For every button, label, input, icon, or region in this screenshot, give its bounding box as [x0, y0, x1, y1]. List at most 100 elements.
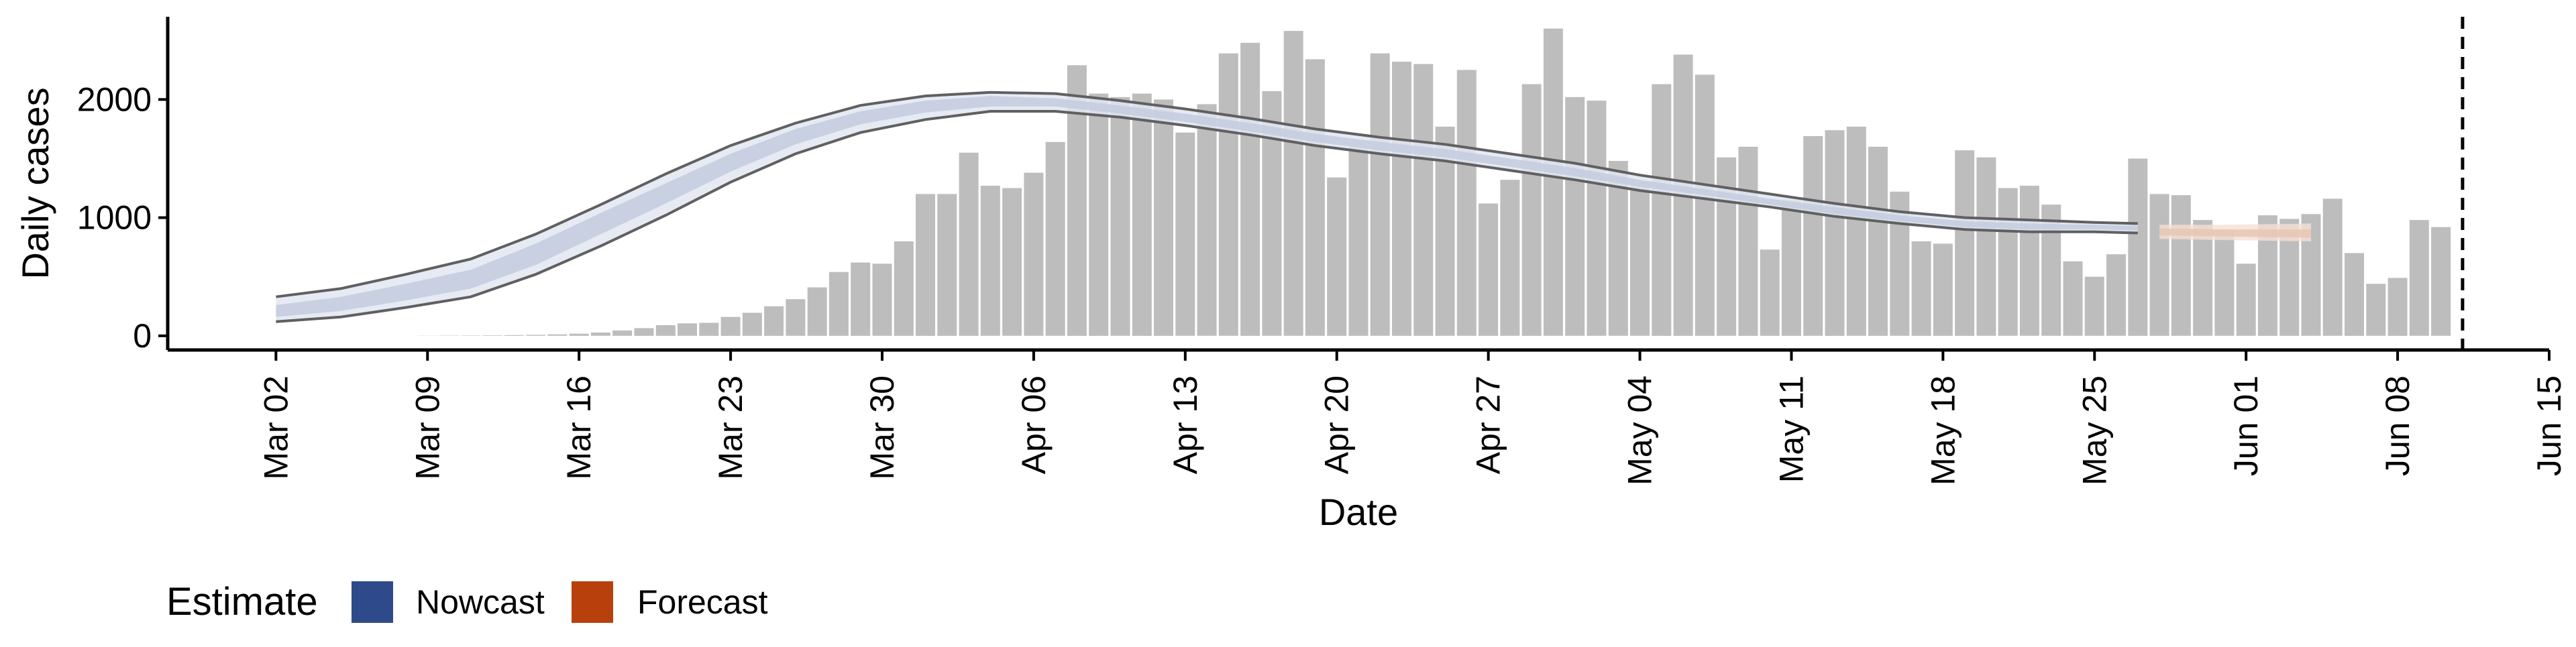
y-tick-label: 2000: [77, 80, 152, 118]
case-bar: [1002, 188, 1022, 336]
case-bar: [1803, 136, 1823, 336]
case-bar: [678, 323, 697, 336]
case-bar: [2063, 261, 2083, 336]
case-bar: [873, 263, 892, 336]
x-tick-label: Mar 09: [409, 375, 446, 480]
x-tick-label: Apr 13: [1167, 375, 1204, 474]
case-bar: [2085, 277, 2104, 336]
case-bar: [2410, 220, 2429, 336]
case-bar: [461, 335, 480, 336]
case-bar: [1175, 133, 1195, 336]
case-bar: [829, 272, 849, 336]
case-bar: [981, 186, 1000, 336]
case-bar: [1132, 94, 1152, 336]
x-tick-label: Mar 02: [257, 375, 294, 480]
case-bar: [591, 333, 610, 336]
x-tick-label: Mar 23: [712, 375, 749, 480]
x-tick-label: Apr 06: [1015, 375, 1053, 474]
case-bar: [1500, 180, 1519, 336]
case-bar: [959, 153, 979, 336]
case-bar: [2150, 194, 2169, 336]
case-bar: [1955, 150, 1974, 336]
x-tick-label: May 04: [1621, 375, 1659, 485]
legend-swatch-forecast: [572, 581, 613, 623]
case-bar: [1327, 178, 1346, 336]
legend-label-forecast: Forecast: [637, 583, 768, 621]
case-bar: [2020, 186, 2039, 336]
case-bar: [721, 317, 741, 336]
case-bar: [1565, 97, 1585, 336]
case-bar: [1371, 54, 1390, 336]
case-bar: [1782, 200, 1801, 336]
case-bar: [699, 323, 718, 336]
case-bar: [504, 335, 524, 336]
case-bar: [1154, 99, 1173, 336]
case-bar: [1046, 142, 1065, 336]
case-bar: [1457, 70, 1477, 336]
case-bar: [2431, 227, 2451, 336]
case-bar: [937, 194, 957, 336]
case-bar: [851, 263, 870, 336]
case-bar: [1760, 249, 1780, 336]
case-bar: [2323, 198, 2343, 335]
case-bar: [2171, 195, 2191, 336]
case-bar: [1976, 158, 1996, 336]
x-tick-label: May 18: [1924, 375, 1962, 485]
case-bar: [612, 331, 632, 336]
case-bar: [764, 306, 784, 336]
case-bar: [1933, 243, 1953, 336]
case-bar: [2128, 159, 2147, 336]
y-tick-label: 1000: [77, 199, 152, 237]
case-bar: [1219, 54, 1238, 336]
case-bar: [483, 335, 502, 336]
case-bar: [1111, 97, 1130, 336]
case-bar: [1998, 188, 2018, 336]
case-bar: [1847, 127, 1866, 336]
case-bar: [1717, 158, 1736, 336]
y-axis-ticks: 0 1000 2000: [77, 80, 168, 354]
case-bar: [2345, 253, 2364, 336]
case-bar: [2237, 263, 2256, 336]
case-bar: [1912, 241, 1931, 336]
case-bar: [916, 194, 935, 336]
legend-swatch-nowcast: [352, 581, 393, 623]
case-bar: [1738, 147, 1758, 336]
y-tick-label: 0: [133, 317, 152, 355]
x-tick-label: Apr 20: [1318, 375, 1356, 474]
x-tick-label: May 25: [2076, 375, 2113, 485]
y-axis-title: Daily cases: [14, 87, 56, 279]
case-bar: [1652, 84, 1671, 336]
case-bar: [2366, 284, 2385, 336]
case-bar: [1544, 29, 1563, 336]
case-bar: [1089, 94, 1108, 336]
x-tick-label: Jun 01: [2227, 375, 2265, 476]
case-bar: [2214, 229, 2234, 336]
case-bar: [1240, 43, 1260, 336]
case-bar: [1413, 64, 1433, 336]
x-axis-title: Date: [1319, 491, 1398, 533]
case-bar: [2106, 254, 2126, 336]
x-tick-label: May 11: [1772, 375, 1810, 483]
case-bar: [1522, 84, 1542, 336]
case-bar: [1630, 182, 1650, 336]
case-bar: [1392, 62, 1411, 336]
case-bar: [1825, 130, 1845, 336]
case-bar: [1024, 173, 1043, 336]
case-bar: [1305, 59, 1325, 335]
case-bar: [1868, 147, 1888, 336]
case-bar: [786, 299, 805, 336]
legend: Estimate Nowcast Forecast: [166, 580, 768, 624]
legend-label-nowcast: Nowcast: [416, 583, 545, 621]
x-tick-label: Jun 15: [2530, 375, 2568, 476]
case-bar: [635, 328, 654, 336]
case-bar: [743, 313, 762, 336]
x-tick-label: Mar 16: [560, 375, 598, 480]
case-bar: [570, 334, 589, 336]
case-bar: [1349, 147, 1368, 336]
case-bar: [1587, 101, 1607, 336]
case-bar: [547, 335, 567, 336]
legend-title: Estimate: [166, 580, 318, 624]
case-bar: [1695, 74, 1715, 336]
